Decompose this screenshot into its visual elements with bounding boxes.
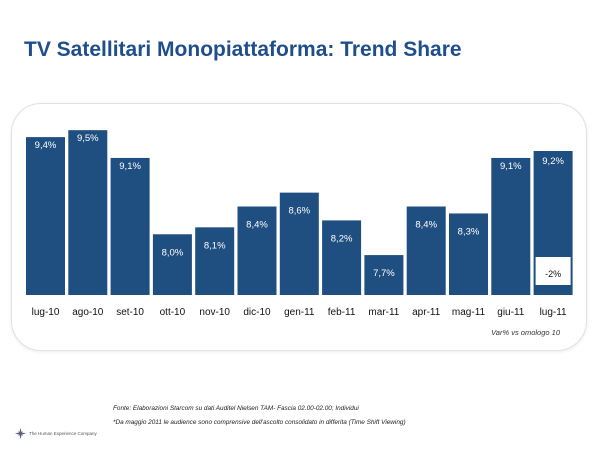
value-label-nov-10: 8,1% [204,240,226,251]
category-label-apr-11: apr-11 [412,307,441,318]
category-label-ott-10: ott-10 [160,307,186,318]
value-label-dic-10: 8,4% [246,220,268,231]
star-logo-icon [15,428,26,439]
value-label-mag-11: 8,3% [458,226,480,237]
value-label-feb-11: 8,2% [331,233,353,244]
category-label-set-10: set-10 [116,307,144,318]
bar-giu-11 [491,157,531,295]
bar-set-10 [110,157,150,295]
value-label-giu-11: 9,1% [500,161,522,172]
variation-label: -2% [545,269,561,279]
category-label-feb-11: feb-11 [328,307,356,318]
value-label-apr-11: 8,4% [415,220,437,231]
value-label-mar-11: 7,7% [373,268,395,279]
category-label-nov-10: nov-10 [199,307,230,318]
category-label-giu-11: giu-11 [497,307,524,318]
bar-chart: 9,4% lug-10 9,5% ago-10 9,1% set-10 8,0% ott-10… [26,130,573,318]
value-label-ott-10: 8,0% [162,247,184,258]
bar-mag-11 [449,213,488,295]
bar-feb-11 [322,220,362,295]
value-label-lug-11: 9,2% [542,156,564,167]
bar-dic-10 [237,206,277,295]
category-label-dic-10: dic-10 [243,307,271,318]
category-label-gen-11: gen-11 [284,307,315,318]
bar-ott-10 [152,234,192,295]
category-label-lug-10: lug-10 [32,307,60,318]
source-note: Fonte: Elaborazioni Starcom su dati Audi… [113,405,359,412]
bar-mar-11 [364,255,404,295]
bar-lug-10 [26,137,65,295]
category-label-mag-11: mag-11 [452,307,486,318]
value-label-set-10: 9,1% [119,161,141,172]
footnote: *Da maggio 2011 le audience sono compren… [113,419,406,426]
variation-box [535,257,571,285]
value-label-gen-11: 8,6% [288,206,310,217]
category-label-ago-10: ago-10 [72,307,104,318]
company-tagline: The Human Experience Company [29,431,97,436]
bar-apr-11 [406,206,446,295]
bar-ago-10 [68,130,108,295]
company-logo: The Human Experience Company [15,428,97,439]
category-label-lug-11: lug-11 [540,307,567,318]
category-label-mar-11: mar-11 [368,307,399,318]
value-label-ago-10: 9,5% [77,133,99,144]
value-label-lug-10: 9,4% [35,140,57,151]
variation-note: Var% vs omologo 10 [491,328,560,337]
page-title: TV Satellitari Monopiattaforma: Trend Sh… [24,38,462,61]
bar-gen-11 [279,192,319,295]
bar-nov-10 [195,227,235,295]
